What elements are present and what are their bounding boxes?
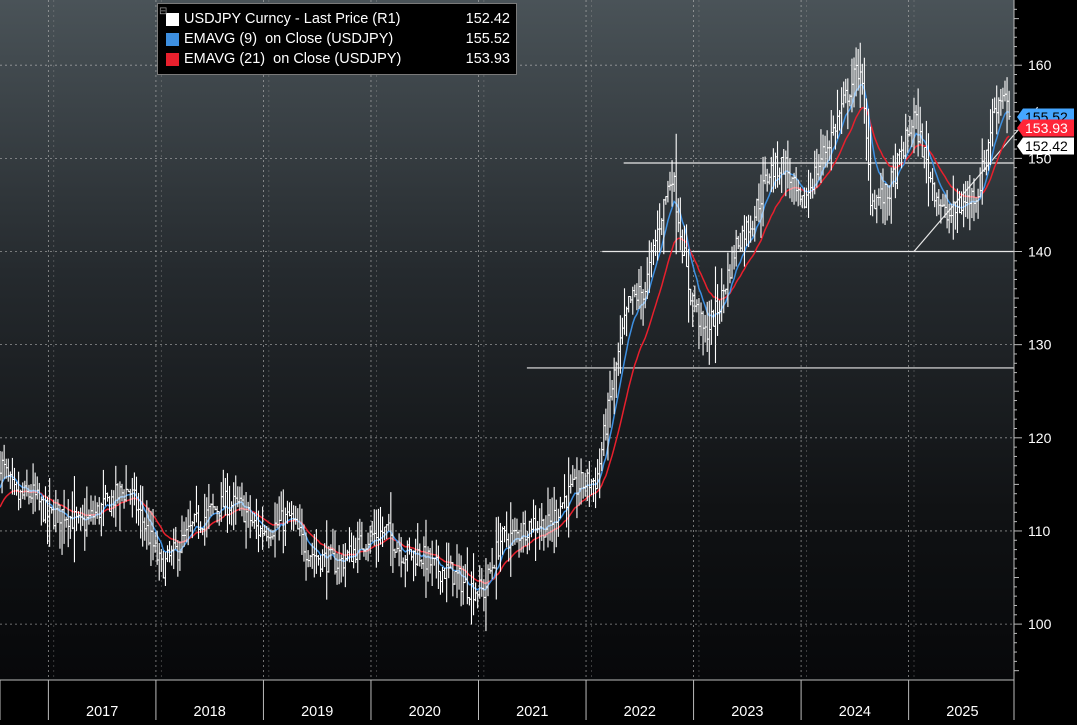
legend-label-ema9: EMAVG (9) on Close (USDJPY)	[184, 31, 394, 47]
legend-swatch-ema9	[166, 32, 179, 46]
legend-label-ema21: EMAVG (21) on Close (USDJPY)	[184, 51, 402, 67]
y-tick-label-140: 140	[1028, 244, 1052, 260]
axis-background	[1014, 0, 1077, 720]
x-tick-label-2023: 2023	[731, 704, 763, 720]
y-tick-label-120: 120	[1028, 430, 1052, 446]
price-tag-text-2: 152.42	[1025, 138, 1068, 154]
x-tick-label-2017: 2017	[86, 704, 118, 720]
ema9-line	[0, 83, 1010, 591]
x-tick-label-2019: 2019	[301, 704, 333, 720]
legend-value-ema9: 155.52	[465, 31, 510, 47]
price-tag-text-1: 153.93	[1025, 120, 1068, 136]
plot-background	[0, 0, 1014, 680]
x-tick-label-2018: 2018	[194, 704, 226, 720]
x-tick-label-2025: 2025	[946, 704, 978, 720]
price-tag-2	[1017, 137, 1074, 155]
x-tick-label-2020: 2020	[409, 704, 441, 720]
y-tick-label-100: 100	[1028, 616, 1052, 632]
ema21-line	[0, 106, 1010, 585]
y-tick-label-130: 130	[1028, 337, 1052, 353]
x-axis: 2017 2018 2019 2020 2021 2022 2023 2024 2025	[0, 679, 1014, 720]
x-axis-background	[0, 680, 1014, 720]
legend: ⊟ USDJPY Curncy - Last Price (R1) 152.42…	[157, 3, 517, 75]
legend-item-price: USDJPY Curncy - Last Price (R1) 152.42	[166, 9, 510, 29]
x-tick-label-2024: 2024	[839, 704, 871, 720]
legend-value-ema21: 153.93	[465, 51, 510, 67]
legend-value-price: 152.42	[465, 11, 510, 27]
x-tick-label-2022: 2022	[624, 704, 656, 720]
y-tick-label-160: 160	[1028, 57, 1052, 73]
x-tick-label-2021: 2021	[516, 704, 548, 720]
price-tag-1	[1017, 119, 1074, 137]
trend-line	[913, 106, 1039, 252]
legend-collapse-icon[interactable]: ⊟	[159, 6, 168, 17]
legend-label-price: USDJPY Curncy - Last Price (R1)	[184, 11, 401, 27]
price-layer	[0, 42, 1011, 632]
legend-item-ema21: EMAVG (21) on Close (USDJPY) 153.93	[166, 49, 510, 69]
y-tick-label-110: 110	[1028, 523, 1051, 539]
legend-swatch-ema21	[166, 52, 179, 66]
legend-swatch-price	[166, 12, 179, 26]
ema9-layer	[0, 83, 1010, 591]
legend-item-ema9: EMAVG (9) on Close (USDJPY) 155.52	[166, 29, 510, 49]
ema21-layer	[0, 106, 1010, 585]
gridlines	[0, 0, 1014, 680]
